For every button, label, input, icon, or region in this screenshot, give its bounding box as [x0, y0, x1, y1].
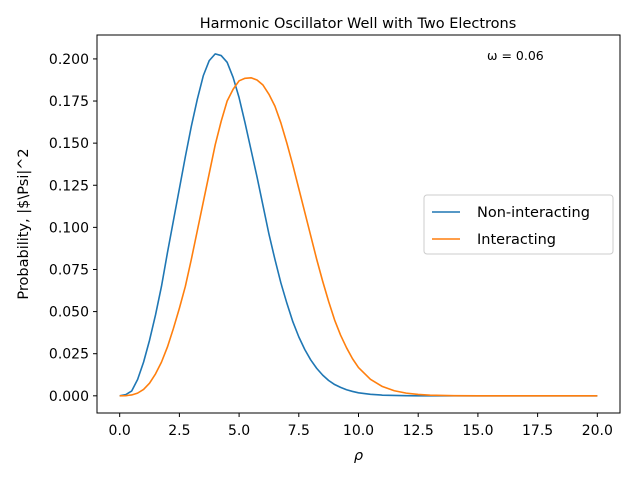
x-tick-label: 2.5: [168, 423, 190, 439]
y-axis-label: Probability, |$\Psi|^2: [16, 148, 32, 299]
x-tick-label: 10.0: [343, 423, 374, 439]
y-tick-label: 0.200: [49, 52, 89, 68]
omega-annotation: ω = 0.06: [487, 48, 544, 63]
y-tick-label: 0.125: [49, 178, 89, 194]
chart-title: Harmonic Oscillator Well with Two Electr…: [200, 16, 517, 32]
x-tick-label: 17.5: [522, 423, 553, 439]
x-tick-label: 7.5: [288, 423, 310, 439]
legend-box: [423, 194, 614, 255]
x-tick-label: 20.0: [582, 423, 613, 439]
y-tick-label: 0.050: [49, 305, 89, 321]
y-tick-label: 0.075: [49, 262, 89, 278]
y-tick-label: 0.000: [49, 389, 89, 405]
series-line-non-interacting: [119, 53, 598, 397]
series-line-interacting: [119, 76, 598, 397]
y-tick-label: 0.175: [49, 94, 89, 110]
x-tick-label: 0.0: [109, 423, 131, 439]
legend: Non-interacting Interacting: [423, 194, 614, 255]
y-tick-label: 0.100: [49, 220, 89, 236]
legend-label-non-interacting: Non-interacting: [477, 205, 590, 221]
x-tick-label: 5.0: [228, 423, 250, 439]
x-tick-label: 12.5: [403, 423, 434, 439]
y-tick-label: 0.150: [49, 136, 89, 152]
y-tick-label: 0.025: [49, 347, 89, 363]
legend-label-interacting: Interacting: [477, 232, 556, 248]
plot-area: 0.0 2.5 5.0 7.5 10.0 12.5 15.0 17.5 20.0 0.000 0.0…: [16, 34, 621, 464]
x-axis-label: ρ: [354, 448, 364, 464]
x-tick-label: 15.0: [462, 423, 493, 439]
